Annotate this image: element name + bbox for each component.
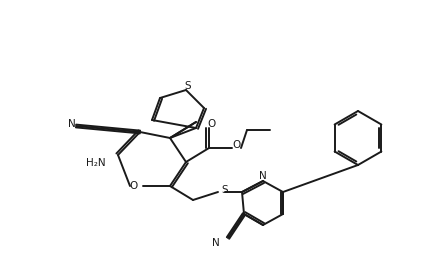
Text: N: N <box>68 119 76 129</box>
Text: S: S <box>185 81 191 91</box>
Text: O: O <box>208 119 216 129</box>
Text: N: N <box>212 238 220 248</box>
Text: S: S <box>222 185 228 195</box>
Text: H₂N: H₂N <box>86 158 106 168</box>
Text: N: N <box>259 171 267 181</box>
Text: O: O <box>233 140 241 150</box>
Text: O: O <box>130 181 138 191</box>
